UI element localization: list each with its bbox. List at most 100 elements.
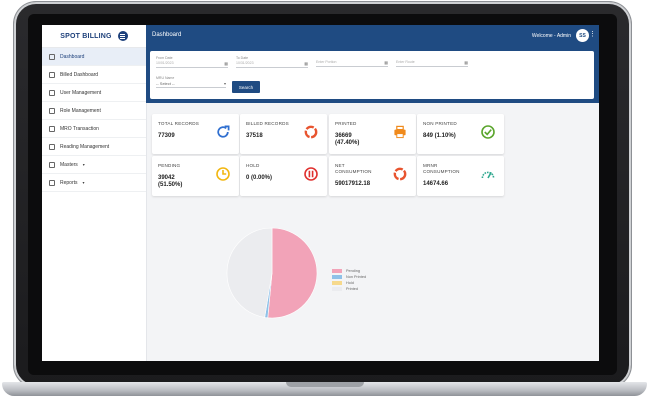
page-title: Dashboard [152, 32, 182, 38]
welcome-text: Welcome - Admin [531, 33, 571, 39]
legend-item[interactable]: Hold [332, 280, 366, 286]
laptop-base [2, 382, 647, 396]
mru-label: MRU Name [156, 76, 175, 80]
stat-card-billed-records[interactable]: BILLED RECORDS 37518 [240, 114, 327, 154]
sidebar-item-billed-dashboard[interactable]: Billed Dashboard [42, 66, 146, 84]
legend-label: Non Printed [346, 275, 367, 279]
stat-card-value: 39042 (51.50%) [158, 175, 183, 188]
from-date-value: 10/01/2023 [156, 61, 174, 65]
laptop-notch [286, 382, 364, 387]
mru-select-value: -- Select -- [156, 81, 175, 86]
menu-toggle-icon[interactable] [117, 31, 128, 41]
to-date-label: To Date [236, 56, 249, 60]
stat-card-value: 77309 [158, 133, 175, 139]
chevron-down-icon: ▾ [82, 180, 85, 185]
list-icon [49, 179, 55, 186]
sidebar-item-label: Masters [60, 161, 78, 168]
sidebar-item-dashboard[interactable]: Dashboard [42, 48, 146, 66]
sidebar-item-reading-management[interactable]: Reading Management [42, 138, 146, 156]
sidebar-item-label: Role Management [60, 107, 101, 114]
legend-item[interactable]: Pending [332, 268, 366, 274]
to-date-value: 10/31/2023 [236, 61, 254, 65]
home-icon [49, 71, 55, 78]
from-date-field[interactable]: From Date 10/01/2023 ▦ [156, 56, 228, 68]
stat-card-net-consumption[interactable]: NET CONSUMPTION 59017912.18 [329, 156, 416, 196]
gauge-icon [480, 166, 496, 182]
legend-label: Pending [346, 269, 360, 273]
sidebar-item-label: Reports [60, 179, 78, 186]
sidebar-item-reports[interactable]: Reports ▾ [42, 174, 146, 192]
sidebar-item-masters[interactable]: Masters ▾ [42, 156, 146, 174]
chevron-down-icon: ▾ [82, 162, 85, 167]
pie-legend: Pending Non Printed Hold Printed [332, 268, 366, 292]
sidebar-item-label: Dashboard [60, 53, 85, 60]
chevron-down-icon: ▾ [223, 81, 226, 86]
legend-swatch [332, 281, 342, 285]
calendar-icon[interactable]: ▦ [384, 60, 388, 65]
stat-card-value: 849 (1.10%) [423, 133, 456, 139]
from-date-label: From Date [156, 56, 173, 60]
printer-icon [392, 124, 408, 140]
stat-card-value: 59017912.18 [335, 181, 371, 187]
stat-card-title: TOTAL RECORDS [158, 121, 200, 126]
route-placeholder: Enter Route [396, 60, 415, 64]
more-options-icon[interactable]: ⋮ [589, 31, 596, 38]
stat-card-title: BILLED RECORDS [246, 121, 289, 126]
ring-icon [303, 124, 319, 140]
route-field[interactable]: Enter Route ▦ [396, 60, 468, 67]
legend-item[interactable]: Non Printed [332, 274, 366, 280]
gear-icon [49, 161, 55, 168]
stat-card-total-records[interactable]: TOTAL RECORDS 77309 [152, 114, 239, 154]
sidebar-item-role-management[interactable]: Role Management [42, 102, 146, 120]
sidebar-item-user-management[interactable]: User Management [42, 84, 146, 102]
portion-field[interactable]: Enter Portion ▦ [316, 60, 388, 67]
legend-label: Printed [346, 287, 359, 291]
stat-card-title: NET CONSUMPTION [335, 163, 372, 174]
stat-card-printed[interactable]: PRINTED 36669 (47.40%) [329, 114, 416, 154]
pie-slice-pending[interactable] [267, 227, 318, 319]
sidebar-item-mro-transaction[interactable]: MRO Transaction [42, 120, 146, 138]
portion-placeholder: Enter Portion [316, 60, 337, 64]
stat-card-title: MRNR CONSUMPTION [423, 163, 460, 174]
legend-swatch [332, 269, 342, 273]
calendar-icon[interactable]: ▦ [464, 60, 468, 65]
legend-item[interactable]: Printed [332, 286, 366, 292]
stat-card-non-printed[interactable]: NON PRINTED 849 (1.10%) [417, 114, 504, 154]
brand: SPOT BILLING [42, 25, 146, 48]
user-icon [49, 89, 55, 96]
stat-card-pending[interactable]: PENDING 39042 (51.50%) [152, 156, 239, 196]
topbar: Dashboard Welcome - Admin SS ⋮ [146, 25, 599, 47]
pie-slice-printed[interactable] [226, 227, 273, 318]
filter-panel: From Date 10/01/2023 ▦ To Date 10/31/2023… [150, 51, 594, 99]
ring-icon [392, 166, 408, 182]
stat-card-title: PRINTED [335, 121, 357, 126]
home-icon [49, 53, 55, 60]
clock-icon [215, 166, 231, 182]
stat-card-value: 37518 [246, 133, 263, 139]
calendar-icon[interactable]: ▦ [304, 61, 308, 66]
search-button[interactable]: Search [232, 81, 260, 93]
legend-label: Hold [346, 281, 354, 285]
avatar[interactable]: SS [576, 29, 589, 42]
refresh-icon [215, 124, 231, 140]
card-icon [49, 125, 55, 132]
legend-swatch [332, 287, 342, 291]
sidebar-item-label: MRO Transaction [60, 125, 99, 132]
stat-card-value: 14674.66 [423, 181, 449, 187]
calendar-icon[interactable]: ▦ [224, 61, 228, 66]
to-date-field[interactable]: To Date 10/31/2023 ▦ [236, 56, 308, 68]
sidebar-item-label: Billed Dashboard [60, 71, 99, 78]
mru-field[interactable]: MRU Name -- Select -- ▾ [156, 76, 226, 88]
stat-card-mrnr-consumption[interactable]: MRNR CONSUMPTION 14674.66 [417, 156, 504, 196]
sidebar: SPOT BILLING Dashboard Billed Dashboard Us… [42, 25, 147, 361]
brand-name: SPOT BILLING [60, 32, 112, 40]
legend-swatch [332, 275, 342, 279]
stat-card-title: HOLD [246, 163, 260, 168]
document-icon [49, 143, 55, 150]
status-pie-chart [226, 227, 318, 319]
stat-card-value: 0 (0.00%) [246, 175, 273, 181]
stat-card-hold[interactable]: HOLD 0 (0.00%) [240, 156, 327, 196]
stat-card-title: PENDING [158, 163, 181, 168]
stat-card-value: 36669 (47.40%) [335, 133, 360, 146]
gear-icon [49, 107, 55, 114]
